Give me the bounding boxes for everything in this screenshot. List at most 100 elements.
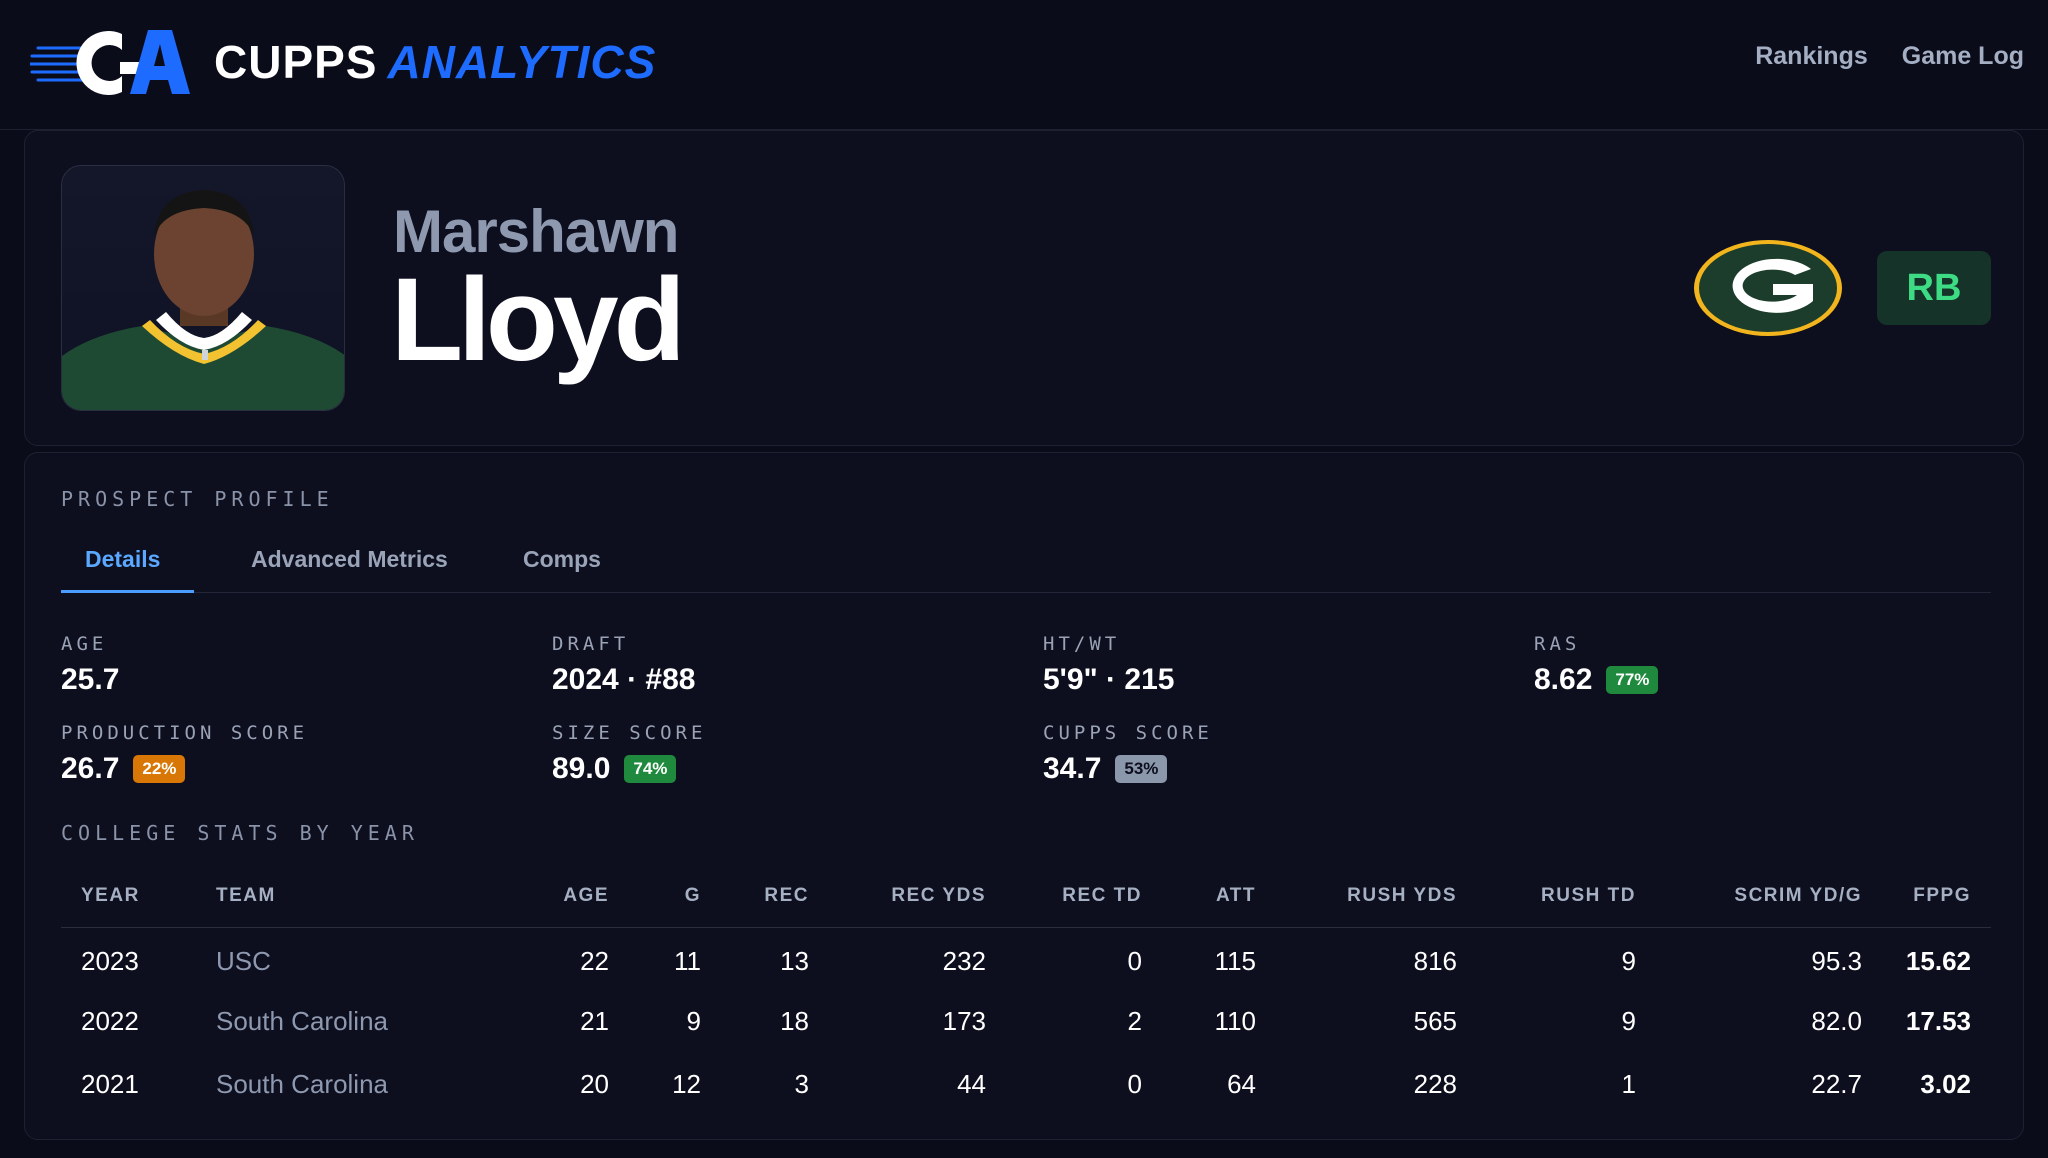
- stat-label: DRAFT: [552, 633, 630, 655]
- col-rush-yds[interactable]: RUSH YDS: [1276, 865, 1477, 928]
- cell-rec-yds: 44: [957, 1069, 986, 1099]
- prospect-profile-card: PROSPECT PROFILE Details Advanced Metric…: [24, 452, 2024, 1140]
- cell-year: 2021: [81, 1069, 139, 1099]
- cell-year: 2023: [81, 946, 139, 977]
- player-first-name: Marshawn: [393, 198, 679, 265]
- nav-rankings[interactable]: Rankings: [1755, 42, 1868, 70]
- stat-value: 34.7: [1043, 752, 1102, 785]
- col-age[interactable]: AGE: [526, 865, 629, 928]
- cell-g: 9: [686, 1006, 701, 1036]
- stat-value: 25.7: [61, 663, 120, 696]
- cell-g: 12: [672, 1069, 701, 1099]
- cell-rec-yds: 232: [942, 946, 986, 977]
- packers-g-icon: [1694, 240, 1842, 336]
- col-rush-td[interactable]: RUSH TD: [1477, 865, 1656, 928]
- percentile-badge: 22%: [133, 755, 186, 783]
- cell-team: South Carolina: [216, 1006, 388, 1036]
- percentile-badge: 74%: [624, 755, 677, 783]
- cupps-logo-icon: [30, 30, 190, 96]
- stat-ras: RAS 8.62 77%: [1534, 633, 1659, 697]
- cell-rec-td: 2: [1127, 1006, 1142, 1036]
- position-badge: RB: [1877, 251, 1991, 325]
- tab-details[interactable]: Details: [61, 531, 194, 593]
- table-row: 2023 USC 22 11 13 232 0 115 816 9 95.3 1…: [61, 927, 1991, 990]
- top-bar: CUPPS ANALYTICS Rankings Game Log: [0, 0, 2048, 130]
- col-team[interactable]: TEAM: [196, 865, 526, 928]
- cell-fppg: 17.53: [1905, 1006, 1971, 1036]
- col-scrim-ydg[interactable]: SCRIM YD/G: [1656, 865, 1882, 928]
- cell-age: 22: [580, 946, 609, 977]
- cell-team: South Carolina: [216, 1069, 388, 1099]
- col-year[interactable]: YEAR: [61, 865, 196, 928]
- stat-cupps-score: CUPPS SCORE 34.7 53%: [1043, 722, 1213, 786]
- cell-rec-td: 0: [1127, 1069, 1142, 1099]
- tab-comps[interactable]: Comps: [523, 546, 601, 572]
- brand-name: CUPPS: [214, 36, 378, 88]
- section-label-profile: PROSPECT PROFILE: [61, 487, 334, 511]
- col-fppg[interactable]: FPPG: [1882, 865, 1991, 928]
- cell-rush-td: 9: [1621, 1006, 1636, 1036]
- cell-fppg: 3.02: [1920, 1069, 1971, 1099]
- stat-value: 8.62: [1534, 663, 1593, 696]
- cell-scrim-ydg: 95.3: [1811, 946, 1862, 977]
- cell-rush-yds: 565: [1413, 1006, 1457, 1036]
- stat-label: AGE: [61, 633, 108, 655]
- cell-g: 11: [674, 946, 701, 977]
- cell-rush-td: 9: [1621, 946, 1636, 977]
- cell-rec: 13: [780, 946, 809, 977]
- stat-label: RAS: [1534, 633, 1581, 655]
- section-label-college: COLLEGE STATS BY YEAR: [61, 821, 419, 845]
- nav-game-log[interactable]: Game Log: [1901, 42, 2024, 70]
- col-rec-td[interactable]: REC TD: [1006, 865, 1162, 928]
- stat-label: PRODUCTION SCORE: [61, 722, 309, 744]
- cell-age: 21: [580, 1006, 609, 1036]
- stat-value: 89.0: [552, 752, 611, 785]
- percentile-badge: 77%: [1606, 666, 1659, 694]
- college-stats-table: YEAR TEAM AGE G REC REC YDS REC TD ATT R…: [61, 865, 1991, 1116]
- stat-value: 2024 · #88: [552, 663, 696, 696]
- col-att[interactable]: ATT: [1162, 865, 1276, 928]
- stat-label: HT/WT: [1043, 633, 1121, 655]
- player-photo: [61, 165, 345, 411]
- percentile-badge: 53%: [1115, 755, 1168, 783]
- player-headshot-icon: [62, 190, 344, 410]
- table-row: 2021 South Carolina 20 12 3 44 0 64 228 …: [61, 1053, 1991, 1116]
- logo[interactable]: CUPPS ANALYTICS: [30, 22, 656, 102]
- cell-year: 2022: [81, 1006, 139, 1036]
- cell-rush-yds: 228: [1413, 1069, 1457, 1099]
- tab-advanced-metrics[interactable]: Advanced Metrics: [251, 546, 448, 572]
- stat-value: 5'9" · 215: [1043, 663, 1175, 696]
- cell-rec: 18: [780, 1006, 809, 1036]
- col-rec[interactable]: REC: [721, 865, 829, 928]
- stat-label: CUPPS SCORE: [1043, 722, 1213, 744]
- player-header-card: Marshawn Lloyd RB: [24, 130, 2024, 446]
- cell-rec-yds: 173: [942, 1006, 986, 1036]
- cell-rec: 3: [794, 1069, 809, 1099]
- cell-fppg: 15.62: [1905, 946, 1971, 977]
- cell-age: 20: [580, 1069, 609, 1099]
- cell-rec-td: 0: [1127, 946, 1142, 977]
- col-g[interactable]: G: [629, 865, 721, 928]
- stat-production-score: PRODUCTION SCORE 26.7 22%: [61, 722, 308, 786]
- brand-accent: ANALYTICS: [387, 36, 657, 88]
- cell-rush-td: 1: [1621, 1069, 1636, 1099]
- table-row: 2022 South Carolina 21 9 18 173 2 110 56…: [61, 990, 1991, 1053]
- stat-age: AGE 25.7: [61, 633, 119, 697]
- cell-att: 115: [1214, 946, 1256, 977]
- profile-tabs: Details Advanced Metrics Comps: [61, 531, 1991, 593]
- stat-draft: DRAFT 2024 · #88: [552, 633, 695, 697]
- cell-scrim-ydg: 82.0: [1811, 1006, 1862, 1036]
- cell-scrim-ydg: 22.7: [1811, 1069, 1862, 1099]
- table-header-row: YEAR TEAM AGE G REC REC YDS REC TD ATT R…: [61, 865, 1991, 928]
- top-nav: Rankings Game Log: [1755, 42, 2024, 71]
- player-last-name: Lloyd: [391, 254, 686, 386]
- cell-team: USC: [216, 946, 271, 977]
- stat-ht-wt: HT/WT 5'9" · 215: [1043, 633, 1174, 697]
- cell-att: 110: [1214, 1006, 1256, 1036]
- stat-label: SIZE SCORE: [552, 722, 707, 744]
- stat-size-score: SIZE SCORE 89.0 74%: [552, 722, 706, 786]
- col-rec-yds[interactable]: REC YDS: [829, 865, 1006, 928]
- stat-value: 26.7: [61, 752, 120, 785]
- cell-rush-yds: 816: [1413, 946, 1457, 977]
- cell-att: 64: [1227, 1069, 1256, 1099]
